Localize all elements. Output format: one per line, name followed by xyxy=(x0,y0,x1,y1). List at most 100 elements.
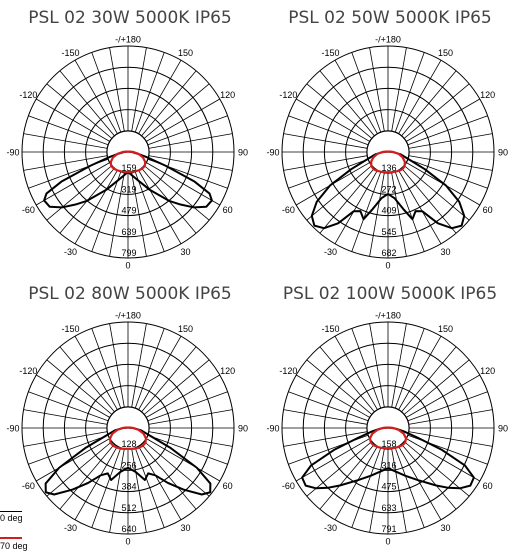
angle-label: -150 xyxy=(321,48,339,58)
polar-chart: -/+180 150 120 90 60 30 0 -30 -60 -90 -120 -150 682 5… xyxy=(266,35,508,271)
angle-label: 150 xyxy=(178,48,193,58)
chart-title: PSL 02 80W 5000K IP65 xyxy=(28,284,232,304)
polar-chart-panel-3: PSL 02 80W 5000K IP65 -/+180 150 120 90 60 30… xyxy=(0,276,260,551)
angle-label: -60 xyxy=(282,205,295,215)
radial-tick-label: 799 xyxy=(121,248,136,258)
angle-label: -/+180 xyxy=(115,311,141,321)
angle-label: -30 xyxy=(324,247,337,257)
polar-grid xyxy=(281,45,495,259)
angle-label: 0 xyxy=(125,261,130,271)
angle-label: -90 xyxy=(6,148,19,158)
grid-ring xyxy=(63,363,193,493)
angle-label: 0 xyxy=(385,261,390,271)
grid-ring xyxy=(323,363,453,493)
radial-tick-label: 159 xyxy=(121,163,136,173)
grid-ring xyxy=(85,385,171,471)
angle-label: -60 xyxy=(22,481,35,491)
polar-chart-panel-4: PSL 02 100W 5000K IP65 -/+180 150 120 90 60 3… xyxy=(260,276,520,551)
angle-label: 90 xyxy=(498,424,508,434)
angle-label: -90 xyxy=(266,148,279,158)
angle-label: -60 xyxy=(22,205,35,215)
angle-label: 90 xyxy=(498,148,508,158)
angle-label: -120 xyxy=(279,90,297,100)
angle-label: 30 xyxy=(180,523,190,533)
angle-label: 90 xyxy=(238,148,248,158)
angle-label: 120 xyxy=(220,90,235,100)
legend-line-70deg xyxy=(0,537,22,539)
grid-ring xyxy=(21,321,235,535)
grid-ring xyxy=(42,66,214,238)
radial-tick-label: 384 xyxy=(121,482,136,492)
grid-ring xyxy=(85,109,171,195)
polar-chart-panel-1: PSL 02 30W 5000K IP65 -/+180 150 120 90 60 30… xyxy=(0,0,260,275)
grid-ring xyxy=(302,342,474,514)
angle-label: 30 xyxy=(180,247,190,257)
radial-tick-label: 316 xyxy=(381,460,396,470)
polar-chart: -/+180 150 120 90 60 30 0 -30 -60 -90 -120 -150 640 5… xyxy=(6,311,248,547)
radial-tick-label: 319 xyxy=(121,184,136,194)
angle-label: -150 xyxy=(61,324,79,334)
angle-label: -120 xyxy=(279,366,297,376)
angle-label: 120 xyxy=(220,366,235,376)
radial-tick-label: 128 xyxy=(121,439,136,449)
radial-tick-label: 158 xyxy=(381,439,396,449)
radial-tick-label: 272 xyxy=(381,184,396,194)
grid-ring xyxy=(281,321,495,535)
radial-tick-label: 639 xyxy=(121,227,136,237)
angle-label: 60 xyxy=(223,481,233,491)
angle-label: -90 xyxy=(6,424,19,434)
angle-label: 60 xyxy=(483,205,493,215)
radial-tick-label: 475 xyxy=(381,482,396,492)
radial-tick-label: 682 xyxy=(381,248,396,258)
angle-label: 60 xyxy=(223,205,233,215)
angle-label: -60 xyxy=(282,481,295,491)
angle-label: -30 xyxy=(64,247,77,257)
series-curve-70deg xyxy=(370,150,406,174)
angle-label: 30 xyxy=(440,523,450,533)
grid-ring xyxy=(63,87,193,217)
angle-label: -30 xyxy=(324,523,337,533)
angle-label: 0 xyxy=(125,537,130,547)
polar-grid xyxy=(281,321,495,535)
angle-label: 150 xyxy=(178,324,193,334)
angle-label: 0 xyxy=(385,537,390,547)
legend-label-0deg: 0 deg xyxy=(0,513,23,523)
angle-label: -/+180 xyxy=(375,35,401,45)
polar-chart-panel-2: PSL 02 50W 5000K IP65 -/+180 150 120 90 60 30… xyxy=(260,0,520,275)
angle-label: -90 xyxy=(266,424,279,434)
angle-label: 30 xyxy=(440,247,450,257)
chart-title: PSL 02 100W 5000K IP65 xyxy=(282,284,498,304)
radial-tick-label: 409 xyxy=(381,206,396,216)
series-curve-70deg xyxy=(108,426,148,450)
angle-label: -150 xyxy=(61,48,79,58)
angle-label: -/+180 xyxy=(375,311,401,321)
grid-ring xyxy=(281,45,495,259)
angle-label: -150 xyxy=(321,324,339,334)
polar-grid xyxy=(21,321,235,535)
legend-label-70deg: 70 deg xyxy=(0,541,28,551)
grid-ring xyxy=(323,87,453,217)
radial-tick-label: 512 xyxy=(121,503,136,513)
grid-ring xyxy=(345,385,431,471)
grid-ring xyxy=(302,66,474,238)
chart-title: PSL 02 50W 5000K IP65 xyxy=(288,8,492,28)
chart-title: PSL 02 30W 5000K IP65 xyxy=(28,8,232,28)
radial-tick-label: 136 xyxy=(381,163,396,173)
angle-label: -/+180 xyxy=(115,35,141,45)
legend-line-0deg xyxy=(0,511,22,512)
radial-tick-label: 545 xyxy=(381,227,396,237)
radial-tick-label: 256 xyxy=(121,460,136,470)
grid-ring xyxy=(21,45,235,259)
radial-tick-label: 791 xyxy=(381,524,396,534)
polar-chart: -/+180 150 120 90 60 30 0 -30 -60 -90 -120 -150 791 6… xyxy=(266,311,508,547)
angle-label: 60 xyxy=(483,481,493,491)
polar-chart: -/+180 150 120 90 60 30 0 -30 -60 -90 -120 -150 799 6… xyxy=(6,35,248,271)
angle-label: 120 xyxy=(480,366,495,376)
angle-label: -30 xyxy=(64,523,77,533)
angle-label: -120 xyxy=(19,366,37,376)
angle-label: 90 xyxy=(238,424,248,434)
angle-label: 120 xyxy=(480,90,495,100)
grid-ring xyxy=(42,342,214,514)
legend: 0 deg 70 deg xyxy=(0,508,40,551)
angle-label: 150 xyxy=(438,324,453,334)
